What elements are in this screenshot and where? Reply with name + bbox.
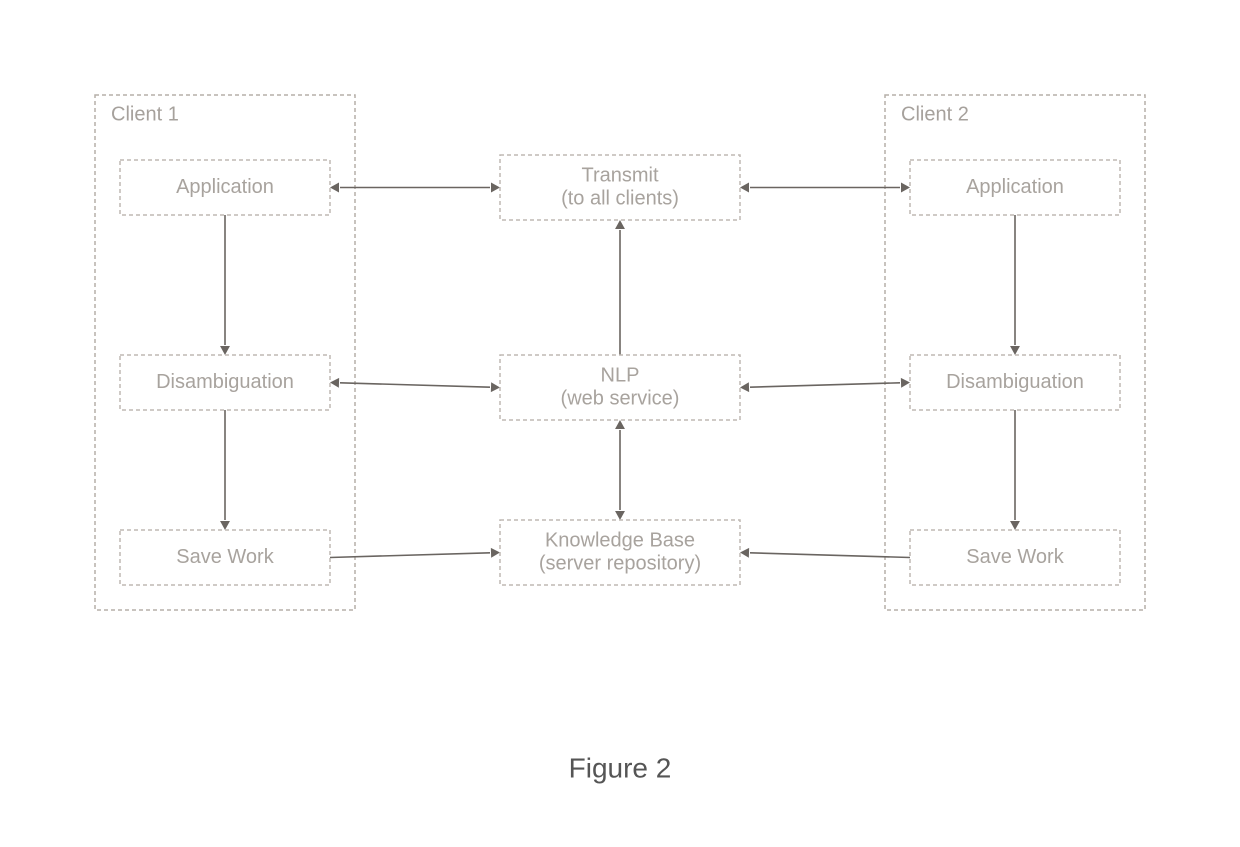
node-label-c2_dis-0: Disambiguation: [946, 371, 1084, 393]
node-label-kb-1: (server repository): [539, 552, 701, 574]
edge-c2_save-kb: [750, 553, 910, 558]
node-label-c2_app-0: Application: [966, 176, 1064, 198]
arrowhead: [615, 220, 625, 229]
edge-c1_save-kb: [330, 553, 490, 558]
arrowhead: [1010, 346, 1020, 355]
arrowhead: [1010, 521, 1020, 530]
group-label-client2: Client 2: [901, 104, 969, 126]
node-label-c1_dis-0: Disambiguation: [156, 371, 294, 393]
group-label-client1: Client 1: [111, 104, 179, 126]
node-label-c1_save-0: Save Work: [176, 546, 274, 568]
arrowhead: [491, 382, 500, 392]
diagram-canvas: Client 1 Client 2 Application Disambiguatio…: [0, 0, 1240, 847]
arrowhead: [615, 420, 625, 429]
edge-c1_dis-nlp: [340, 383, 490, 387]
arrowhead: [901, 378, 910, 388]
arrowhead: [491, 183, 500, 193]
node-label-c2_save-0: Save Work: [966, 546, 1064, 568]
arrowhead: [740, 382, 749, 392]
arrowhead: [491, 548, 500, 558]
figure-caption: Figure 2: [569, 752, 672, 783]
node-label-transmit-0: Transmit: [581, 164, 658, 186]
arrowhead: [615, 511, 625, 520]
node-label-nlp-1: (web service): [561, 387, 680, 409]
node-label-transmit-1: (to all clients): [561, 187, 679, 209]
node-label-kb-0: Knowledge Base: [545, 529, 695, 551]
arrowhead: [220, 521, 230, 530]
arrowhead: [740, 183, 749, 193]
arrowhead: [330, 378, 339, 388]
arrowhead: [330, 183, 339, 193]
arrowhead: [220, 346, 230, 355]
edge-c2_dis-nlp: [750, 383, 900, 387]
arrowhead: [901, 183, 910, 193]
arrowhead: [740, 548, 749, 558]
node-label-c1_app-0: Application: [176, 176, 274, 198]
node-label-nlp-0: NLP: [601, 364, 640, 386]
